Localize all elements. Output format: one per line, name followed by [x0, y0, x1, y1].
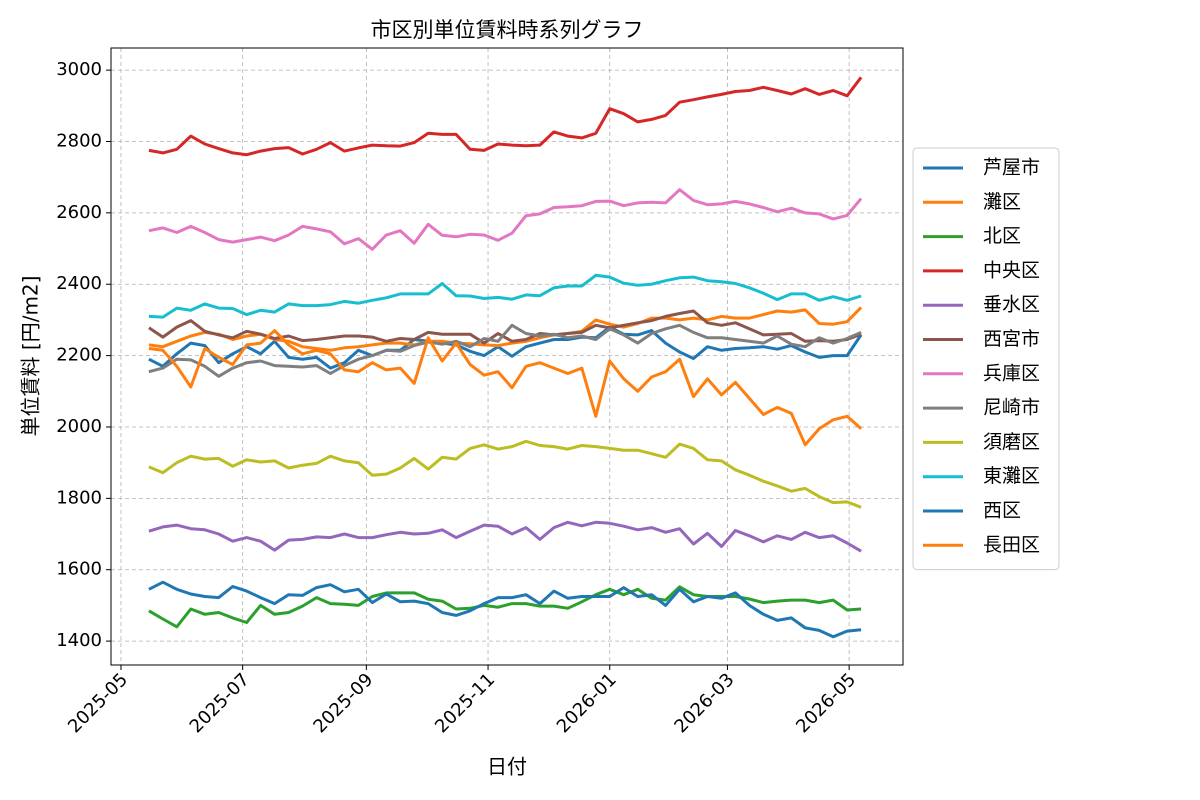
legend-label: 中央区	[983, 259, 1040, 281]
legend-label: 兵庫区	[983, 362, 1040, 384]
legend-box	[912, 147, 1060, 571]
y-tick-label: 2400	[56, 273, 102, 294]
series-line	[148, 439, 862, 509]
legend-label: 西区	[983, 500, 1021, 522]
y-axis-label: 単位賃料 [円/m2]	[19, 276, 43, 437]
legend-label: 北区	[983, 225, 1021, 247]
series-line	[148, 273, 862, 319]
legend-label: 尼崎市	[983, 397, 1040, 419]
series-line	[148, 580, 862, 639]
y-tick-label: 1400	[56, 630, 102, 651]
series-line	[148, 325, 863, 370]
legend-label: 長田区	[983, 534, 1040, 556]
series-line	[148, 323, 862, 378]
series-line	[148, 520, 862, 553]
y-tick-label: 1600	[56, 559, 102, 580]
y-tick-label: 3000	[56, 59, 102, 80]
y-tick-label: 2600	[56, 202, 102, 223]
chart-title: 市区別単位賃料時系列グラフ	[371, 18, 644, 42]
legend-label: 芦屋市	[983, 157, 1040, 179]
legend-label: 垂水区	[983, 294, 1040, 316]
y-tick-label: 2800	[56, 130, 102, 151]
y-tick-label: 2000	[56, 416, 102, 437]
series-line	[148, 329, 863, 447]
legend-label: 灘区	[983, 191, 1021, 213]
series-line	[148, 188, 863, 251]
plot-frame	[110, 47, 904, 666]
legend-label: 西宮市	[983, 328, 1040, 350]
y-tick-label: 1800	[56, 487, 102, 508]
x-axis-label: 日付	[487, 755, 527, 779]
legend-label: 須磨区	[983, 431, 1040, 453]
legend-label: 東灘区	[983, 465, 1040, 487]
y-tick-label: 2200	[56, 345, 102, 366]
series-line	[148, 76, 863, 157]
